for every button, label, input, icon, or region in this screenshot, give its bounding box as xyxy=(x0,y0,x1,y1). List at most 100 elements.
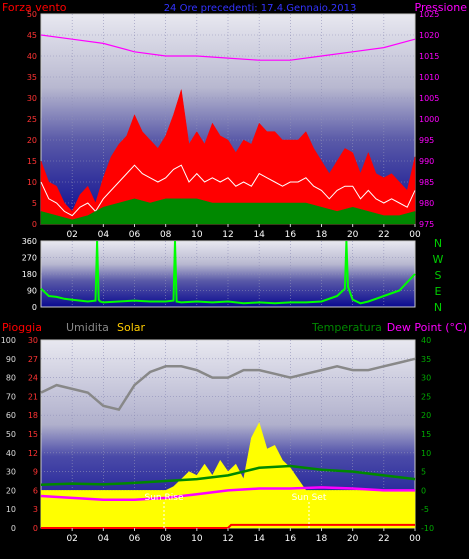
temperature-tick-label: -5 xyxy=(421,505,429,514)
x-tick-label: 02 xyxy=(66,230,77,240)
temperature-tick-label: 30 xyxy=(421,374,431,383)
humidity-tick-label: 40 xyxy=(6,449,16,458)
compass-label: W xyxy=(433,253,444,266)
chart-title: 24 Ore precedenti: 17.4.Gennaio.2013 xyxy=(164,3,357,14)
humidity-tick-label: 30 xyxy=(6,468,16,477)
wind-tick-label: 10 xyxy=(27,178,37,187)
pressure-tick-label: 1020 xyxy=(419,31,439,40)
rain-tick-label: 15 xyxy=(28,430,38,439)
pressure-axis-label: Pressione xyxy=(415,1,468,14)
x-tick-label: 08 xyxy=(160,230,172,240)
pressure-tick-label: 975 xyxy=(419,220,434,229)
direction-panel-series xyxy=(40,240,416,305)
rain-tick-label: 24 xyxy=(28,374,38,383)
wind-average-area xyxy=(40,198,416,225)
x-tick-label: 16 xyxy=(285,230,297,240)
wind-tick-label: 25 xyxy=(27,115,37,124)
rain-tick-label: 30 xyxy=(28,336,38,345)
direction-tick-label: 0 xyxy=(32,303,37,312)
wind-tick-label: 15 xyxy=(27,157,37,166)
pressure-tick-label: 1005 xyxy=(419,94,439,103)
x-tick-label: 06 xyxy=(129,534,141,544)
humidity-tick-label: 80 xyxy=(6,374,16,383)
temperature-tick-label: 5 xyxy=(421,468,426,477)
x-tick-label: 04 xyxy=(98,534,110,544)
temperature-tick-label: 35 xyxy=(421,355,431,364)
legend-humidity: Umidita xyxy=(66,321,109,334)
humidity-tick-label: 70 xyxy=(6,392,16,401)
pressure-tick-label: 980 xyxy=(419,199,434,208)
compass-label: N xyxy=(434,237,442,250)
direction-tick-label: 270 xyxy=(22,254,37,263)
legend-temperature: Temperatura xyxy=(311,321,382,334)
wind-tick-label: 30 xyxy=(27,94,37,103)
x-tick-label: 12 xyxy=(222,230,233,240)
wind-direction-line xyxy=(40,240,416,305)
x-tick-label: 00 xyxy=(409,230,421,240)
pressure-line xyxy=(40,34,416,61)
x-tick-label: 14 xyxy=(253,534,265,544)
x-tick-label: 10 xyxy=(191,230,203,240)
temperature-tick-label: 15 xyxy=(421,430,431,439)
x-tick-label: 08 xyxy=(160,534,172,544)
compass-label: E xyxy=(435,285,442,298)
wind-tick-label: 35 xyxy=(27,73,37,82)
humidity-tick-label: 100 xyxy=(1,336,16,345)
temperature-tick-label: 20 xyxy=(421,411,431,420)
rain-tick-label: 9 xyxy=(33,468,38,477)
wind-x-axis: 02 04 06 08 10 12 14 16 18 20 22 00 xyxy=(66,224,421,240)
humidity-tick-label: 60 xyxy=(6,411,16,420)
rain-tick-label: 6 xyxy=(33,486,38,495)
x-tick-label: 00 xyxy=(409,534,421,544)
temperature-tick-label: 40 xyxy=(421,336,431,345)
temperature-line xyxy=(40,464,416,487)
x-tick-label: 04 xyxy=(98,230,110,240)
temperature-right-axis: -10 -5 0 5 10 15 20 25 30 35 40 xyxy=(421,336,434,533)
humidity-tick-label: 90 xyxy=(6,355,16,364)
wind-tick-label: 0 xyxy=(32,220,37,229)
dewpoint-line xyxy=(40,486,415,502)
temperature-tick-label: 25 xyxy=(421,392,431,401)
wind-tick-label: 40 xyxy=(27,52,37,61)
x-tick-label: 14 xyxy=(253,230,265,240)
pressure-tick-label: 1025 xyxy=(419,10,439,19)
climate-x-axis: 02 04 06 08 10 12 14 16 18 20 22 00 xyxy=(66,528,421,544)
compass-label: S xyxy=(435,269,442,282)
humidity-tick-label: 50 xyxy=(6,430,16,439)
x-tick-label: 22 xyxy=(378,534,389,544)
rain-tick-label: 0 xyxy=(33,524,38,533)
wind-tick-label: 45 xyxy=(27,31,37,40)
direction-panel-grid xyxy=(41,241,415,307)
x-tick-label: 02 xyxy=(66,534,77,544)
wind-left-axis: 0 5 10 15 20 25 30 35 40 45 50 xyxy=(27,10,37,229)
temperature-tick-label: 10 xyxy=(421,449,431,458)
temperature-tick-label: -10 xyxy=(421,524,434,533)
wind-tick-label: 50 xyxy=(27,10,37,19)
wind-tick-label: 5 xyxy=(32,199,37,208)
rain-tick-label: 12 xyxy=(28,449,38,458)
rain-tick-label: 27 xyxy=(28,355,38,364)
sunset-label: Sun Set xyxy=(292,493,327,503)
humidity-tick-label: 20 xyxy=(6,486,16,495)
wind-speed-line xyxy=(40,164,416,217)
x-tick-label: 12 xyxy=(222,534,233,544)
direction-left-axis: 0 90 180 270 360 xyxy=(22,237,37,312)
pressure-tick-label: 985 xyxy=(419,178,434,187)
sunrise-label: Sun Rise xyxy=(145,493,184,503)
pressure-tick-label: 995 xyxy=(419,136,434,145)
legend-rain: Pioggia xyxy=(2,321,42,334)
wind-panel-series xyxy=(40,34,416,225)
rain-tick-label: 3 xyxy=(33,505,38,514)
compass-label: N xyxy=(434,301,442,314)
humidity-tick-label: 10 xyxy=(6,505,16,514)
climate-panel-series xyxy=(40,357,416,529)
legend-dewpoint: Dew Point (°C) xyxy=(387,321,467,334)
sun-annotations: Sun Rise Sun Set xyxy=(145,493,327,528)
pressure-tick-label: 1015 xyxy=(419,52,439,61)
climate-left-axes: 0 10 20 30 40 50 60 70 80 90 100 0 3 6 9 12 15 18 21 24 27 30 xyxy=(1,336,38,533)
x-tick-label: 20 xyxy=(347,230,359,240)
wind-axis-label: Forza vento xyxy=(2,1,67,14)
pressure-tick-label: 1010 xyxy=(419,73,439,82)
